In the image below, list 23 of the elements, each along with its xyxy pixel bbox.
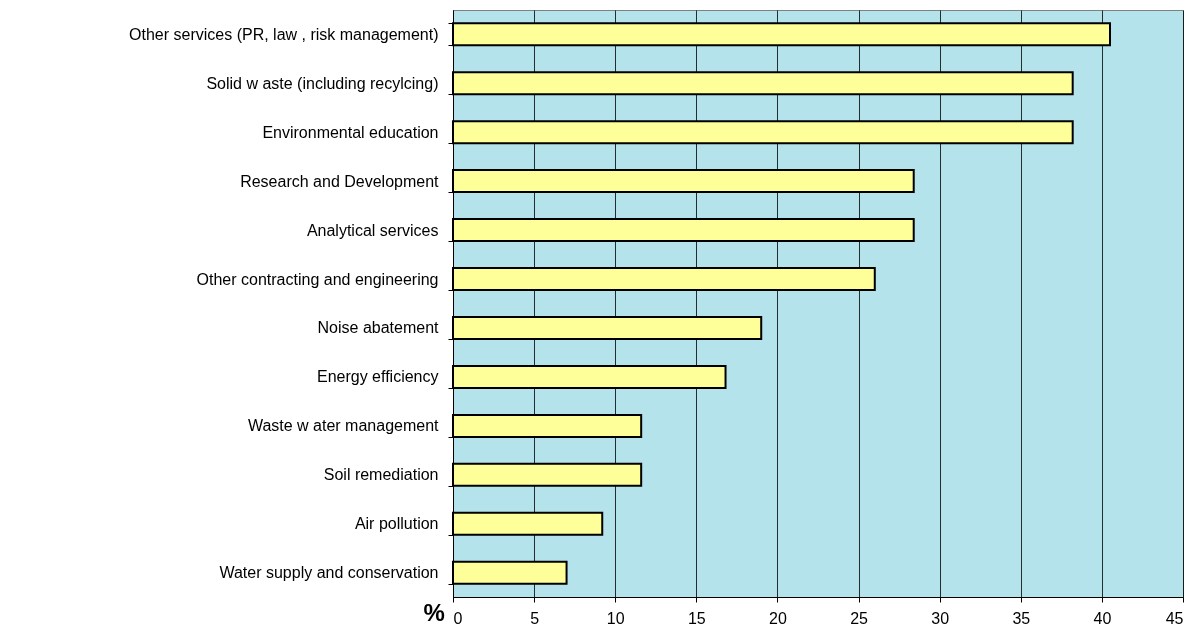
y-tick-label: Water supply and conservation xyxy=(219,564,439,582)
y-tick-label: Research and Development xyxy=(240,172,440,190)
x-tick-label: 40 xyxy=(1093,609,1112,627)
x-tick-label: 5 xyxy=(530,609,540,627)
y-tick-label: Environmental education xyxy=(262,123,439,141)
y-tick-label: Solid w aste (including recylcing) xyxy=(206,74,439,92)
y-tick-label: Analytical services xyxy=(306,221,439,239)
x-tick-label: 25 xyxy=(850,609,869,627)
y-tick-label: Noise abatement xyxy=(317,319,440,337)
x-tick-label: 10 xyxy=(606,609,625,627)
y-tick-label: Other contracting and engineering xyxy=(196,270,439,288)
x-tick-label: 0 xyxy=(453,609,463,627)
x-tick-label: 15 xyxy=(687,609,706,627)
x-tick-label: 45 xyxy=(1165,609,1184,627)
y-tick-label: Other services (PR, law , risk management) xyxy=(129,25,439,43)
y-tick-label: Air pollution xyxy=(354,515,439,533)
x-tick-label: 20 xyxy=(769,609,787,627)
y-tick-label: Soil remediation xyxy=(323,466,439,484)
x-axis-title: % xyxy=(423,598,445,626)
x-tick-label: 35 xyxy=(1012,609,1031,627)
y-tick-label: Energy efficiency xyxy=(316,368,439,386)
y-tick-label: Waste w ater management xyxy=(247,417,440,435)
x-tick-label: 30 xyxy=(931,609,950,627)
